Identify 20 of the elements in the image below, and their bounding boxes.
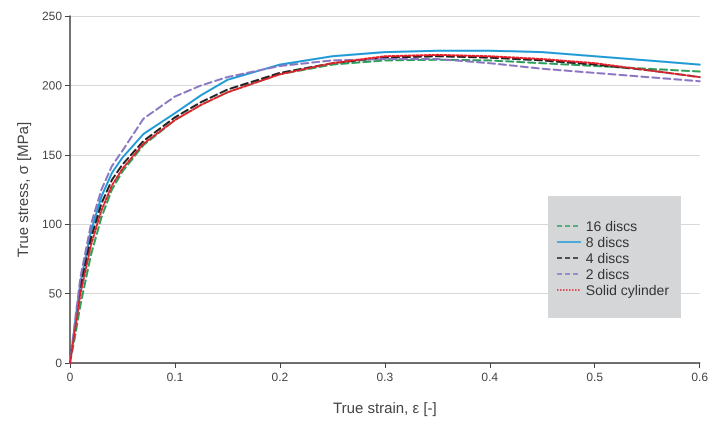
y-tick-label: 100	[42, 217, 62, 232]
legend-label: 4 discs	[586, 250, 630, 266]
x-tick-label: 0.6	[691, 370, 708, 384]
x-axis-title: True strain, ε [-]	[333, 400, 437, 417]
y-tick-label: 250	[42, 9, 62, 23]
x-tick-label: 0.1	[166, 370, 184, 384]
legend-label: 16 discs	[586, 218, 638, 234]
x-tick-label: 0.2	[272, 370, 289, 384]
y-axis-title: True stress, σ [MPa]	[15, 122, 32, 258]
y-tick-label: 50	[48, 286, 62, 301]
legend-label: Solid cylinder	[586, 282, 669, 298]
x-tick-label: 0	[66, 370, 74, 384]
legend-label: 2 discs	[586, 266, 630, 282]
y-tick-label: 200	[42, 78, 62, 92]
legend-label: 8 discs	[586, 234, 630, 250]
x-tick-label: 0.4	[481, 370, 498, 384]
y-tick-label: 150	[42, 148, 62, 162]
y-tick-label: 0	[55, 356, 62, 370]
x-tick-label: 0.3	[376, 370, 394, 384]
x-tick-label: 0.5	[586, 370, 604, 384]
